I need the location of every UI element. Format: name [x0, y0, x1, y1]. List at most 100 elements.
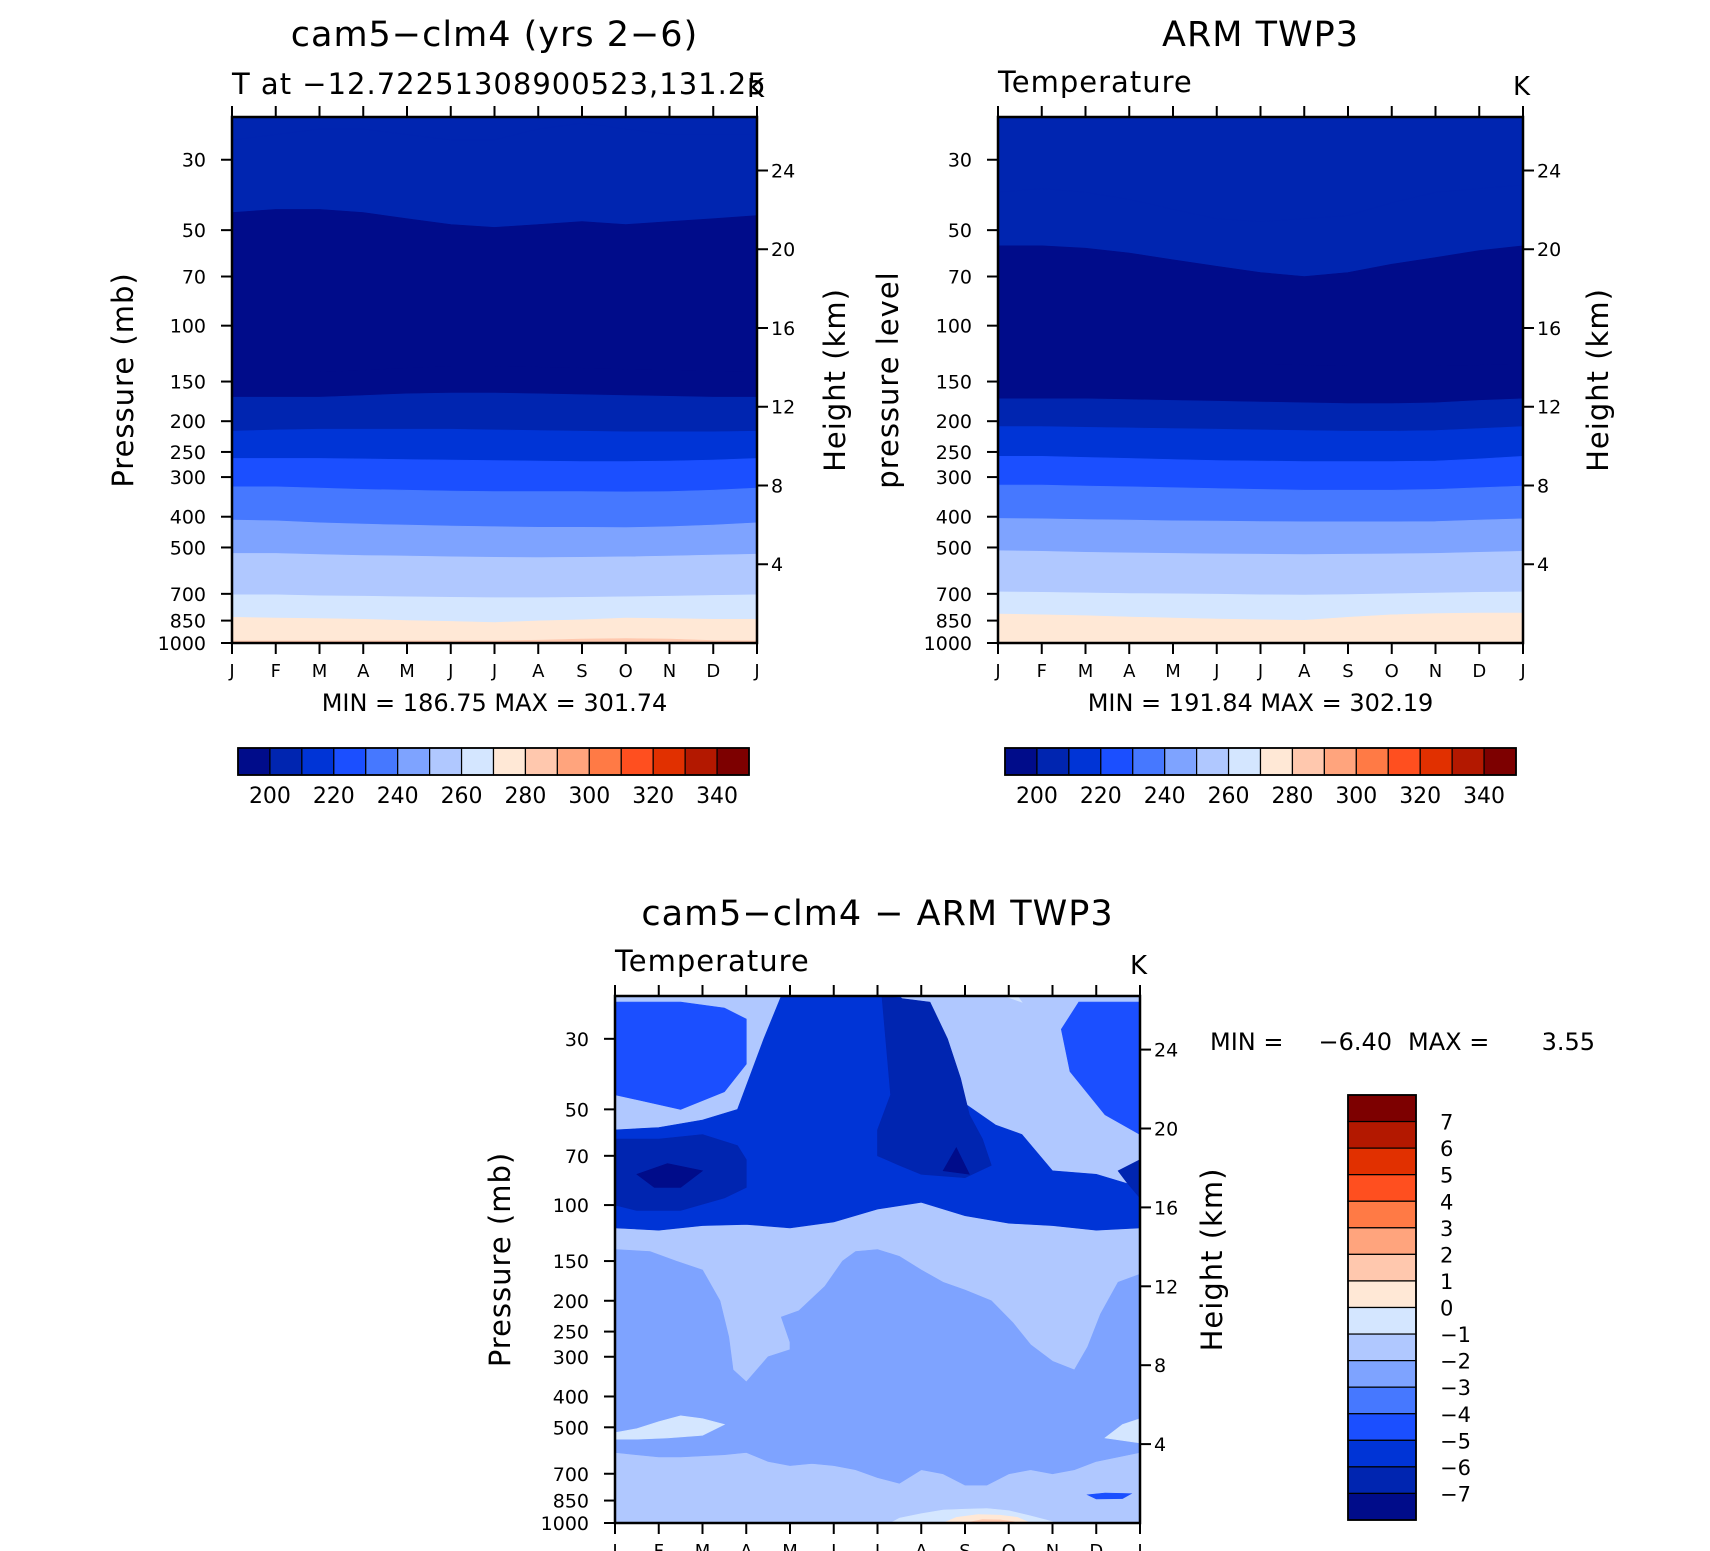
colorbar-swatch: [492, 747, 527, 776]
colorbar-swatch: [1004, 747, 1038, 776]
y-tick-label: 400: [170, 507, 206, 529]
colorbar-label: 2: [1440, 1243, 1453, 1267]
colorbar-label: 220: [1080, 784, 1122, 809]
colorbar-label: 200: [249, 784, 291, 809]
x-tick-label: A: [1298, 661, 1311, 682]
colorbar-label: −5: [1440, 1429, 1471, 1453]
x-tick-label: D: [706, 661, 720, 682]
y-tick-label: 150: [170, 372, 206, 394]
chart-subtitle: T at −12.72251308900523,131.25: [231, 67, 767, 101]
x-tick-label: D: [1472, 661, 1486, 682]
y-tick-right-label: 4: [1537, 554, 1549, 576]
x-tick-label: M: [312, 661, 328, 682]
colorbar-label: 260: [1208, 784, 1250, 809]
colorbar-label: −2: [1440, 1350, 1471, 1374]
y-tick-label: 200: [553, 1291, 589, 1313]
colorbar-label: −3: [1440, 1376, 1471, 1400]
colorbar-label: −4: [1440, 1403, 1471, 1427]
x-tick-label: J: [447, 661, 453, 682]
colorbar-swatch: [1347, 1413, 1417, 1441]
colorbar-label: −1: [1440, 1323, 1471, 1347]
y-tick-label: 850: [553, 1491, 589, 1513]
contour-region: [615, 1001, 747, 1110]
colorbar-label: 280: [1271, 784, 1313, 809]
y-tick-label: 100: [553, 1195, 589, 1217]
y-tick-label: 700: [936, 584, 972, 606]
colorbar-swatch: [365, 747, 399, 776]
x-tick-label: A: [1123, 661, 1136, 682]
colorbar-label: 300: [1335, 784, 1377, 809]
colorbar-swatch: [1347, 1360, 1417, 1388]
chart-subtitle: Temperature: [614, 944, 810, 978]
y-tick-label: 850: [936, 611, 972, 633]
x-tick-label: N: [1429, 661, 1442, 682]
y-tick-label: 150: [936, 372, 972, 394]
y-tick-right-label: 12: [1537, 397, 1561, 419]
chart-title: cam5−clm4 − ARM TWP3: [641, 894, 1113, 934]
colorbar-swatch: [556, 747, 590, 776]
y-tick-label: 500: [170, 537, 206, 559]
x-tick-label: J: [830, 1541, 836, 1551]
x-tick-label: F: [654, 1541, 664, 1551]
colorbar-swatch: [1068, 747, 1102, 776]
y-tick-right-label: 4: [771, 554, 783, 576]
contour-region: [615, 1415, 726, 1440]
y-tick-label: 400: [553, 1386, 589, 1408]
colorbar-swatch: [1100, 747, 1134, 776]
colorbar-swatch: [1036, 747, 1070, 776]
contour-region: [1060, 1001, 1140, 1135]
colorbar-swatch: [333, 747, 367, 776]
x-tick-label: F: [271, 661, 281, 682]
colorbar-swatch: [1227, 747, 1262, 776]
chart-subtitle: Temperature: [997, 65, 1193, 99]
y-tick-right-label: 16: [771, 318, 795, 340]
y-tick-label: 300: [553, 1347, 589, 1369]
colorbar-frame: [1347, 1094, 1417, 1521]
x-tick-label: M: [1165, 661, 1181, 682]
colorbar-label: 7: [1440, 1111, 1453, 1135]
colorbar-label: 220: [313, 784, 355, 809]
panel-model-temperature: J F M A M J J A S O N D J 30 50 70 100 150 200 250 300 400 500…: [106, 15, 852, 809]
colorbar-swatch: [269, 747, 303, 776]
x-tick-label: J: [753, 661, 759, 682]
x-tick-label: O: [1002, 1541, 1016, 1551]
colorbar-swatch: [1323, 747, 1357, 776]
colorbar-frame: [1004, 747, 1517, 776]
y-tick-right-label: 8: [1154, 1355, 1166, 1377]
x-tick-label: F: [1037, 661, 1047, 682]
x-tick-label: J: [228, 661, 234, 682]
y-tick-label: 1000: [158, 633, 206, 655]
y-tick-label: 300: [936, 467, 972, 489]
contour-band: [998, 612, 1523, 643]
colorbar-swatch: [460, 747, 495, 776]
y-tick-label: 70: [948, 267, 972, 289]
contour-region: [1117, 1159, 1140, 1199]
x-tick-label: M: [695, 1541, 711, 1551]
y-axis-label: Pressure (mb): [106, 272, 140, 487]
colorbar-swatch: [237, 747, 271, 776]
x-tick-label: D: [1089, 1541, 1103, 1551]
minmax-text: MIN = 186.75 MAX = 301.74: [322, 689, 668, 717]
y-tick-label: 100: [936, 316, 972, 338]
x-tick-label: S: [1342, 661, 1353, 682]
y-tick-label: 150: [553, 1251, 589, 1273]
contour-region: [1004, 996, 1023, 1003]
y-tick-label: 70: [182, 267, 206, 289]
max-label: MAX =: [1408, 1028, 1489, 1056]
colorbar-swatch: [1347, 1306, 1417, 1335]
y-tick-label: 1000: [924, 633, 972, 655]
y-tick-right-label: 16: [1154, 1197, 1178, 1219]
x-tick-label: A: [740, 1541, 753, 1551]
minmax-text: MIN = 191.84 MAX = 302.19: [1088, 689, 1434, 717]
contour-fills: [998, 117, 1523, 643]
units-label: K: [1130, 951, 1148, 981]
x-tick-label: N: [1046, 1541, 1059, 1551]
colorbar-label: 240: [1144, 784, 1186, 809]
colorbar-label: 0: [1440, 1297, 1453, 1321]
colorbar-swatch: [1347, 1253, 1417, 1282]
panel-difference-temperature: JFMAMJJASONDJ305070100150200250300400500…: [483, 894, 1595, 1551]
colorbar-swatch: [1451, 747, 1485, 776]
x-tick-label: M: [399, 661, 415, 682]
y-axis-label: pressure level: [871, 271, 905, 488]
colorbar-swatch: [1347, 1280, 1417, 1309]
